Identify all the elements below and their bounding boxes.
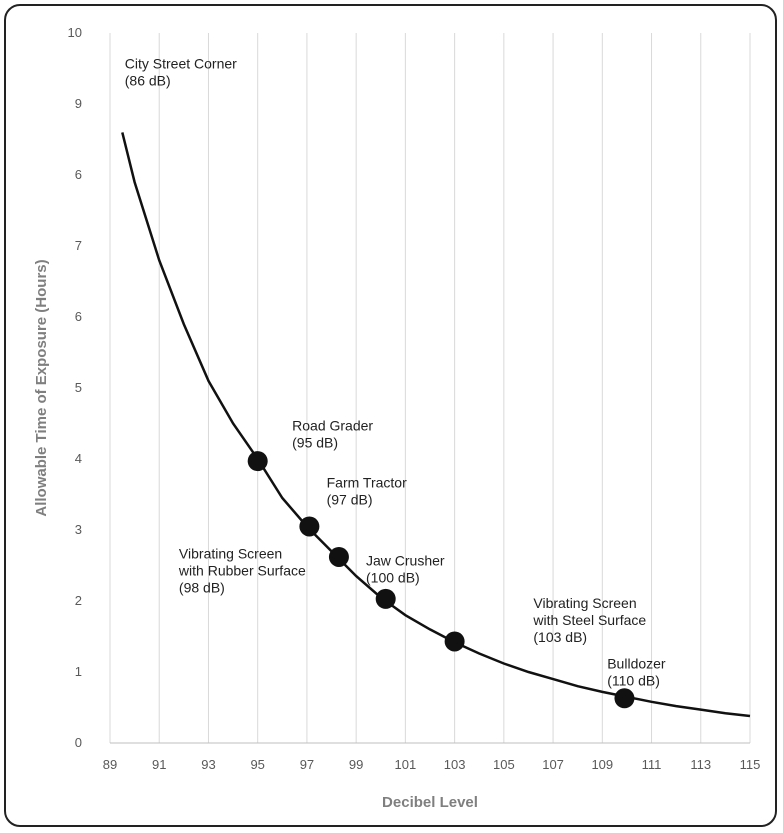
annotation-line: (97 dB) (327, 491, 373, 507)
annotation-line: Road Grader (292, 418, 373, 434)
x-tick-label: 95 (250, 757, 264, 772)
annotation-label: Vibrating Screen with Rubber Surface (98 d… (178, 545, 306, 595)
chart-frame: 89 91 93 95 97 99 101 103 105 107 109 111 113 115 0 1 2 3… (4, 4, 777, 827)
y-tick-label: 4 (75, 451, 82, 466)
annotation-line: with Steel Surface (532, 612, 646, 628)
annotation-line: Jaw Crusher (366, 553, 445, 569)
tick-labels: 89 91 93 95 97 99 101 103 105 107 109 111 113 1150123… (68, 25, 761, 772)
annotation-label: Farm Tractor (97 dB) (327, 474, 407, 507)
annotation-label: Jaw Crusher (100 dB) (366, 553, 445, 586)
y-tick-label: 6 (75, 167, 82, 182)
annotation-line: (98 dB) (179, 579, 225, 595)
x-tick-label: 109 (591, 757, 613, 772)
y-tick-label: 5 (75, 380, 82, 395)
y-axis-title: Allowable Time of Exposure (Hours) (33, 259, 50, 516)
data-point (375, 588, 396, 609)
data-points (247, 451, 635, 709)
annotation-line: (100 dB) (366, 570, 420, 586)
annotation-line: Vibrating Screen (179, 545, 282, 561)
y-tick-label: 9 (75, 96, 82, 111)
x-tick-label: 91 (152, 757, 166, 772)
annotation-line: City Street Corner (125, 56, 237, 72)
x-tick-label: 97 (300, 757, 314, 772)
data-point (299, 516, 320, 537)
annotation-label: Vibrating Screen with Steel Surface (103 d… (532, 595, 646, 645)
y-tick-label: 2 (75, 593, 82, 608)
annotation-line: (103 dB) (533, 629, 587, 645)
x-tick-label: 115 (740, 757, 761, 772)
data-point (614, 688, 635, 709)
x-tick-label: 107 (542, 757, 564, 772)
annotation-label: Road Grader (95 dB) (292, 418, 373, 451)
x-tick-label: 93 (201, 757, 215, 772)
gridlines (109, 33, 751, 744)
annotation-line: (110 dB) (607, 672, 660, 688)
x-tick-label: 101 (395, 757, 417, 772)
annotations: City Street Corner (86 dB) Road Grader (95 … (125, 56, 666, 689)
y-tick-label: 3 (75, 522, 82, 537)
y-tick-label: 7 (75, 238, 82, 253)
annotation-line: (95 dB) (292, 435, 338, 451)
x-tick-label: 105 (493, 757, 515, 772)
x-tick-label: 103 (444, 757, 466, 772)
y-tick-label: 0 (75, 735, 82, 750)
data-point (247, 451, 268, 472)
x-tick-label: 99 (349, 757, 363, 772)
x-tick-label: 89 (103, 757, 117, 772)
annotation-line: Vibrating Screen (533, 595, 636, 611)
y-tick-label: 1 (75, 664, 82, 679)
exposure-curve (121, 132, 751, 718)
annotation-label: City Street Corner (86 dB) (125, 56, 237, 89)
x-tick-label: 111 (642, 757, 662, 772)
y-tick-label: 10 (68, 25, 82, 40)
annotation-line: Bulldozer (607, 655, 666, 671)
x-tick-label: 113 (690, 757, 711, 772)
y-tick-label: 6 (75, 309, 82, 324)
data-point (328, 546, 349, 567)
decibel-exposure-chart: 89 91 93 95 97 99 101 103 105 107 109 111 113 1150123… (33, 25, 761, 811)
annotation-line: Farm Tractor (327, 474, 407, 490)
annotation-line: with Rubber Surface (178, 562, 306, 578)
x-axis-title: Decibel Level (382, 794, 478, 811)
annotation-line: (86 dB) (125, 73, 171, 89)
data-point (444, 631, 465, 652)
annotation-label: Bulldozer (110 dB) (607, 655, 666, 688)
